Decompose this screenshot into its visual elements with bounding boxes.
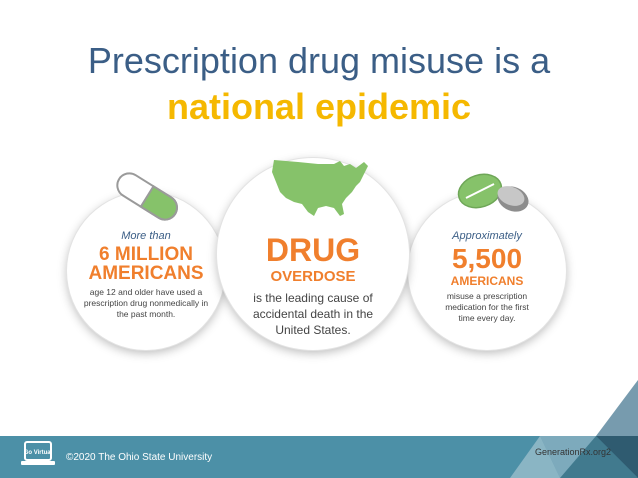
stat-headline: 5,500 [451,243,523,274]
laptop-logo-icon: Go Virtual [21,441,55,465]
stat-description: age 12 and older have used a [89,287,203,297]
slide-title-line1: Prescription drug misuse is a [87,40,551,81]
stat-headline: 6 MILLION [99,244,193,265]
stat-description: is the leading cause of [253,291,373,305]
stat-intro: Approximately [452,230,522,242]
usa-map-icon [272,160,368,216]
stat-intro: More than [121,230,171,242]
stat-circle-drug-overdose: DRUG OVERDOSE is the leading cause of ac… [217,158,409,350]
stat-circle-6-million: More than 6 MILLION AMERICANS age 12 and… [67,192,225,350]
stat-description: prescription drug nonmedically in [83,298,209,308]
pills-icon [457,173,529,212]
stat-description: medication for the first [445,302,529,312]
stat-description: accidental death in the [252,307,374,321]
stat-description: the past month. [116,309,176,319]
page-number: 2 [606,447,612,457]
stat-description: time every day. [458,313,516,323]
copyright-text: ©2020 The Ohio State University [66,452,213,463]
logo-text: Go Virtual [24,450,53,456]
stat-circle-5500: Approximately 5,500 AMERICANS misuse a p… [408,192,566,350]
stat-subheadline: AMERICANS [88,263,204,284]
stat-description: misuse a prescription [446,291,528,301]
decorative-triangles [510,380,638,478]
stat-description: United States. [275,323,351,337]
stat-subheadline: OVERDOSE [270,268,356,285]
site-url: GenerationRx.org [535,447,607,457]
capsule-icon [116,172,178,221]
stat-headline: DRUG [265,232,361,268]
slide-title-line2: national epidemic [166,86,472,127]
stat-subheadline: AMERICANS [450,274,524,288]
